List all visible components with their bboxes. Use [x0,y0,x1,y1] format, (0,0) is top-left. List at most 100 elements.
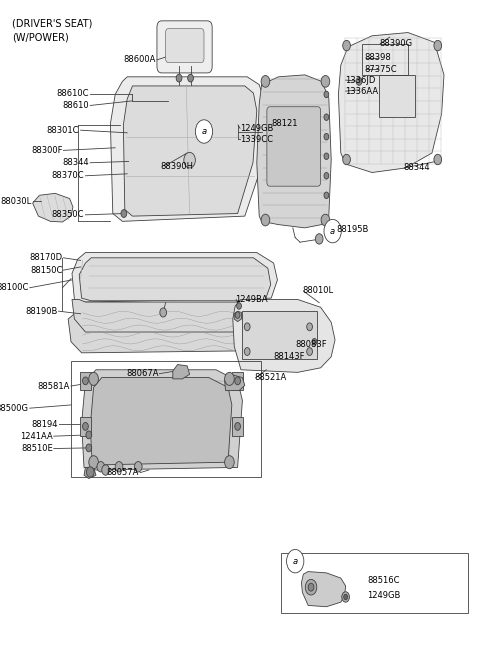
FancyBboxPatch shape [157,21,212,73]
Circle shape [261,76,270,87]
Text: 88083F: 88083F [295,340,327,349]
Polygon shape [33,193,73,222]
Circle shape [324,219,341,243]
Polygon shape [68,309,301,353]
Text: 88194: 88194 [31,420,58,429]
Text: 88370C: 88370C [51,171,84,180]
Circle shape [434,154,442,165]
Text: 88143F: 88143F [274,352,305,361]
Circle shape [324,91,329,98]
Text: 88600A: 88600A [124,55,156,64]
Text: 88521A: 88521A [254,373,287,382]
Polygon shape [173,365,190,379]
Circle shape [324,133,329,140]
Text: 1336AA: 1336AA [345,87,378,96]
Polygon shape [90,378,232,465]
Circle shape [305,579,317,595]
Text: 88398: 88398 [365,53,392,62]
Text: 88067A: 88067A [126,369,158,378]
Text: a: a [293,557,298,566]
Circle shape [134,462,142,472]
Polygon shape [232,417,243,436]
Text: 88500G: 88500G [0,404,29,413]
Bar [362,44,408,75]
Circle shape [315,234,323,244]
Text: 88121: 88121 [271,118,298,128]
Text: 88057A: 88057A [107,468,139,477]
Text: a: a [330,227,335,236]
Circle shape [86,444,92,452]
Circle shape [86,431,92,439]
Circle shape [356,77,362,85]
Circle shape [312,339,317,345]
Circle shape [235,422,240,430]
Text: 88010L: 88010L [302,286,334,296]
Polygon shape [79,258,271,301]
Circle shape [287,549,304,573]
Text: 88350C: 88350C [51,210,84,219]
Circle shape [342,592,349,602]
Text: 88581A: 88581A [37,381,70,391]
Text: 1249GB: 1249GB [240,124,274,133]
Circle shape [225,372,234,385]
Polygon shape [338,33,444,173]
Text: a: a [202,127,206,136]
Circle shape [225,456,234,469]
Circle shape [244,348,250,355]
Text: 88344: 88344 [403,163,430,173]
Text: 88170D: 88170D [29,253,62,262]
Circle shape [235,377,240,385]
Circle shape [308,583,314,591]
FancyBboxPatch shape [166,29,204,62]
Circle shape [86,467,94,477]
Text: 1241AA: 1241AA [20,432,53,441]
Text: 87375C: 87375C [365,64,397,74]
Circle shape [324,114,329,120]
Circle shape [115,462,123,472]
Polygon shape [234,311,241,322]
Circle shape [343,154,350,165]
Polygon shape [225,374,245,391]
Circle shape [324,153,329,159]
Circle shape [324,173,329,179]
Circle shape [188,74,193,82]
Polygon shape [110,77,266,221]
Text: 1336JD: 1336JD [345,76,375,85]
Text: 88301C: 88301C [47,126,79,135]
Text: 1249GB: 1249GB [367,591,401,600]
Circle shape [97,462,105,472]
Circle shape [102,465,109,475]
Text: 88390G: 88390G [379,39,412,48]
Circle shape [344,594,348,600]
Polygon shape [80,417,91,436]
Circle shape [321,214,330,226]
Text: 88030L: 88030L [0,197,31,206]
Circle shape [121,210,127,217]
Text: 88100C: 88100C [0,283,29,292]
Text: 88300F: 88300F [31,146,62,155]
Circle shape [89,372,98,385]
Circle shape [83,377,88,385]
Bar [281,553,468,613]
Circle shape [244,323,250,331]
Text: 88610C: 88610C [56,89,89,98]
Circle shape [195,120,213,143]
Text: 88150C: 88150C [30,266,62,275]
Text: 88510E: 88510E [21,444,53,453]
Text: 1249BA: 1249BA [235,295,268,304]
Text: 88390H: 88390H [161,161,194,171]
Bar [71,361,261,477]
Circle shape [324,192,329,199]
Text: 88516C: 88516C [367,576,400,585]
Text: 88344: 88344 [62,158,89,167]
Circle shape [89,456,98,469]
Circle shape [83,422,88,430]
Circle shape [160,308,167,317]
Polygon shape [82,370,242,470]
Text: (DRIVER'S SEAT)
(W/POWER): (DRIVER'S SEAT) (W/POWER) [12,18,92,42]
Text: 88610: 88610 [62,101,89,110]
Polygon shape [301,572,346,607]
Bar [379,75,415,117]
Circle shape [343,40,350,51]
Circle shape [184,152,195,168]
